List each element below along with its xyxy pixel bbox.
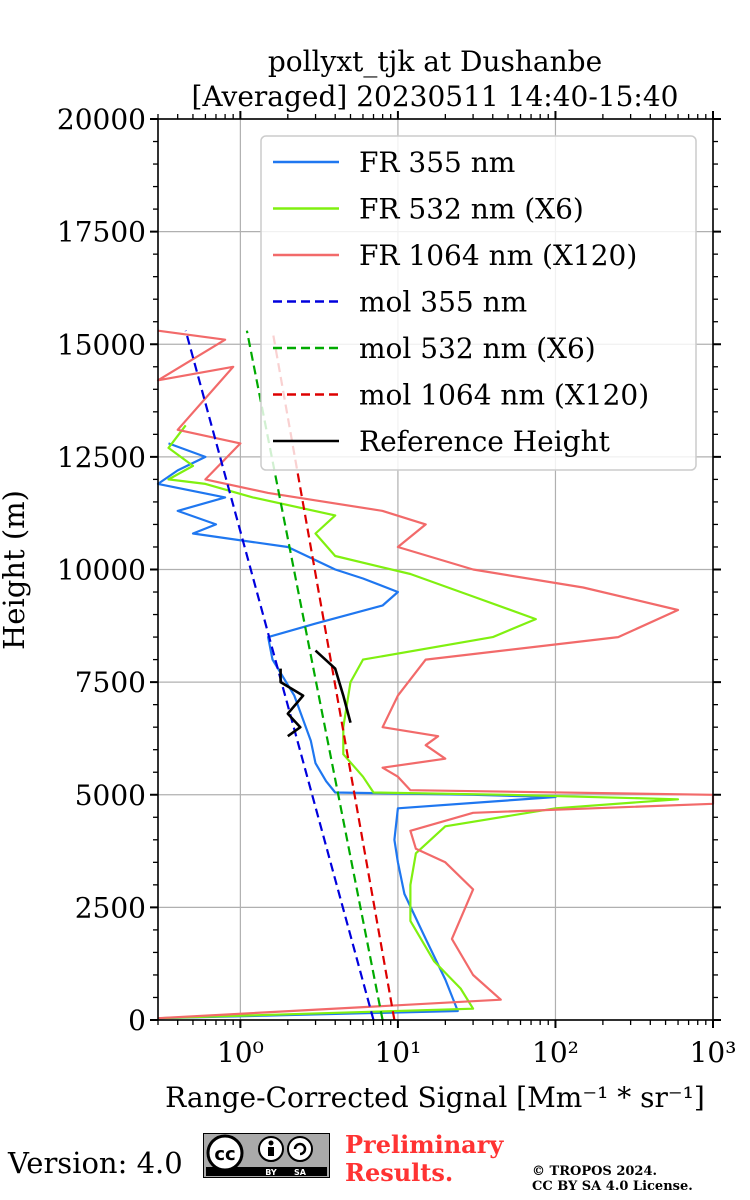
y-axis-label: Height (m) xyxy=(0,490,31,650)
tick-marks xyxy=(150,111,721,1028)
series-line-6 xyxy=(314,649,352,724)
sa-icon xyxy=(287,1136,313,1162)
preliminary-line-2: Results. xyxy=(345,1158,454,1187)
sa-label: SA xyxy=(294,1168,307,1177)
chart-title-line-2: [Averaged] 20230511 14:40-15:40 xyxy=(192,80,679,113)
legend-label-4: mol 532 nm (X6) xyxy=(359,332,596,365)
legend-label-5: mol 1064 nm (X120) xyxy=(359,379,649,412)
y-tick-label: 15000 xyxy=(57,328,146,361)
legend: FR 355 nm FR 532 nm (X6) FR 1064 nm (X120)… xyxy=(260,135,697,471)
copyright-line-2: CC BY SA 4.0 License. xyxy=(532,1179,693,1194)
y-tick-label: 2500 xyxy=(75,891,146,924)
legend-label-2: FR 1064 nm (X120) xyxy=(359,239,637,272)
y-tick-label: 5000 xyxy=(75,779,146,812)
series-line-2 xyxy=(156,329,715,1020)
y-tick-label: 7500 xyxy=(75,666,146,699)
y-tick-label: 10000 xyxy=(57,554,146,587)
y-tick-label: 0 xyxy=(128,1004,146,1037)
x-axis-label: Range-Corrected Signal [Mm⁻¹ * sr⁻¹] xyxy=(165,1081,705,1114)
series-line-5 xyxy=(271,330,396,1021)
legend-box xyxy=(260,135,697,471)
x-tick-label: 10¹ xyxy=(374,1036,421,1069)
cc-icon-label: cc xyxy=(214,1144,235,1165)
cc-icon xyxy=(206,1134,244,1172)
series-line-6 xyxy=(279,668,305,738)
series-line-0 xyxy=(156,442,557,1020)
preliminary-line-1: Preliminary xyxy=(345,1130,504,1159)
legend-label-1: FR 532 nm (X6) xyxy=(359,193,584,226)
legend-label-3: mol 355 nm xyxy=(359,286,527,319)
x-tick-label: 10² xyxy=(532,1036,579,1069)
series-line-4 xyxy=(245,330,384,1021)
preliminary-results-note: Preliminary Results. xyxy=(345,1131,503,1187)
y-tick-label: 17500 xyxy=(57,216,146,249)
cc-license-badge: cc BY SA xyxy=(203,1133,330,1178)
copyright-note: © TROPOS 2024. CC BY SA 4.0 License. xyxy=(532,1164,693,1194)
y-tick-label: 20000 xyxy=(57,103,146,136)
legend-label-6: Reference Height xyxy=(359,425,611,458)
y-tick-label: 12500 xyxy=(57,441,146,474)
tick-labels: 0 2500 5000 7500 10000 12500 15000 17500 20000 10… xyxy=(57,103,737,1069)
x-tick-label: 10⁰ xyxy=(217,1036,264,1069)
x-tick-label: 10³ xyxy=(690,1036,737,1069)
by-label: BY xyxy=(265,1168,277,1177)
series-lines xyxy=(156,329,715,1021)
chart-title-line-1: pollyxt_tjk at Dushanbe xyxy=(268,45,602,78)
copyright-line-1: © TROPOS 2024. xyxy=(532,1164,658,1179)
version-text: Version: 4.0 xyxy=(8,1146,183,1180)
legend-label-0: FR 355 nm xyxy=(359,146,515,179)
